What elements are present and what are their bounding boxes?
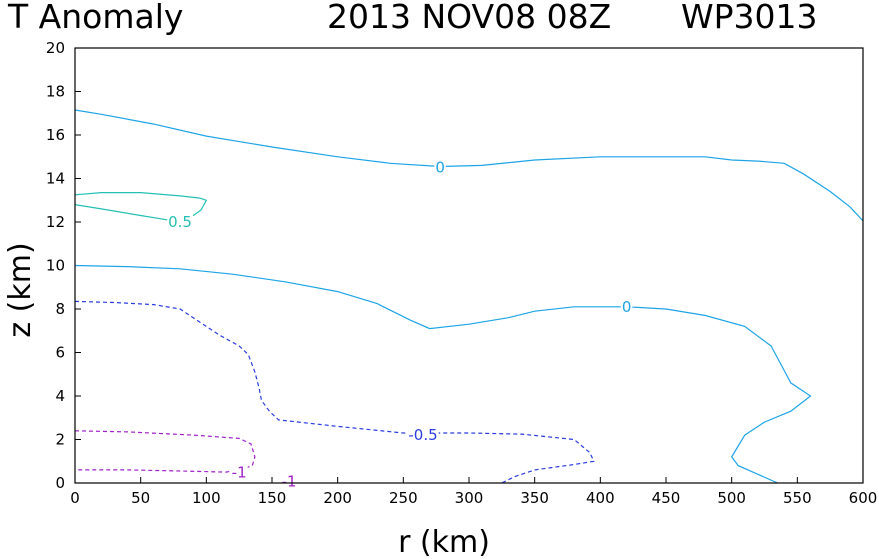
x-tick-label: 550 xyxy=(783,489,812,507)
contour-label-pos-half: 0.5 xyxy=(168,213,192,231)
y-tick-label: 10 xyxy=(46,257,65,275)
plot-frame xyxy=(74,47,864,484)
y-tick-label: 14 xyxy=(46,170,65,188)
x-tick-label: 300 xyxy=(455,489,484,507)
contour-label-neg-one-outer: -1 xyxy=(232,464,247,482)
chart-title-date: 2013 NOV08 08Z xyxy=(327,0,611,36)
contour-pos-half xyxy=(74,192,208,221)
x-tick-label: 450 xyxy=(652,489,681,507)
y-tick-label: 8 xyxy=(55,300,65,318)
x-tick-label: 250 xyxy=(389,489,418,507)
contour-label-gap xyxy=(167,213,193,231)
x-tick-label: 500 xyxy=(717,489,746,507)
chart-title-storm: WP3013 xyxy=(681,0,818,36)
y-tick-label: 2 xyxy=(55,431,65,449)
contour-label-neg-half: -0.5 xyxy=(408,426,437,444)
contour-label-zero-upper: 0 xyxy=(435,159,445,177)
contour-zero-middle xyxy=(74,264,812,484)
y-tick-label: 6 xyxy=(55,344,65,362)
x-tick-label: 200 xyxy=(323,489,352,507)
y-tick-label: 0 xyxy=(55,474,65,492)
contour-neg-half xyxy=(74,300,595,484)
contour-label-gap xyxy=(280,472,298,491)
x-tick-label: 0 xyxy=(70,489,80,507)
contour-label-gap xyxy=(407,426,439,445)
y-tick-label: 20 xyxy=(46,39,65,57)
contour-label-gap xyxy=(434,158,446,177)
x-tick-label: 150 xyxy=(258,489,287,507)
x-tick-label: 50 xyxy=(131,489,150,507)
y-tick-label: 12 xyxy=(46,213,65,231)
x-tick-label: 400 xyxy=(586,489,615,507)
y-tick-label: 18 xyxy=(46,83,65,101)
y-tick-label: 16 xyxy=(46,126,65,144)
y-tick-label: 4 xyxy=(55,387,65,405)
tick-layer: 0 50 100 150 200 250 300 350 400 450 500 550 6000246… xyxy=(46,39,877,507)
x-axis-label: r (km) xyxy=(398,525,490,559)
contour-zero-upper xyxy=(74,109,864,222)
x-tick-label: 600 xyxy=(849,489,878,507)
contour-label-zero-middle: 0 xyxy=(622,298,632,316)
x-tick-label: 100 xyxy=(192,489,221,507)
contour-label-gap xyxy=(230,463,248,482)
contour-label-layer: 0 0.5 0 -0.5 -1 -1 xyxy=(167,158,633,491)
y-axis-label: z (km) xyxy=(3,242,38,337)
contour-label-neg-one-stub: -1 xyxy=(282,472,297,490)
contour-layer xyxy=(74,109,864,484)
contour-label-gap xyxy=(620,297,633,316)
contour-neg-one-outer xyxy=(74,430,256,473)
chart-title-field: T Anomaly xyxy=(7,0,183,36)
x-tick-label: 350 xyxy=(520,489,549,507)
